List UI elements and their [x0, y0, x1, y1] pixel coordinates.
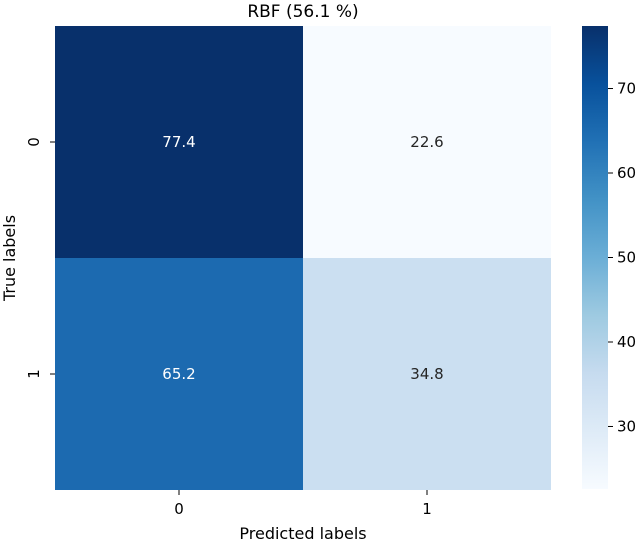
- colorbar-ticks: 30 40 50 60 70: [608, 80, 636, 435]
- heatmap-cell-1-0: [55, 258, 303, 490]
- heatmap-cells: [55, 26, 551, 490]
- heatmap-cell-labels: 77.4 22.6 65.2 34.8: [162, 133, 443, 383]
- x-tick-label: 1: [422, 500, 432, 518]
- cell-value-label: 65.2: [162, 365, 195, 383]
- y-axis-label: True labels: [0, 215, 19, 302]
- heatmap-cell-0-0: [55, 26, 303, 258]
- y-tick-label: 1: [25, 369, 43, 379]
- heatmap-cell-1-1: [303, 258, 551, 490]
- cell-value-label: 22.6: [410, 133, 443, 151]
- heatmap-cell-0-1: [303, 26, 551, 258]
- cell-value-label: 77.4: [162, 133, 195, 151]
- y-tick-label: 0: [25, 137, 43, 147]
- chart-title: RBF (56.1 %): [247, 2, 358, 22]
- x-tick-label: 0: [174, 500, 184, 518]
- colorbar-tick-label: 30: [617, 417, 636, 435]
- colorbar: [582, 26, 608, 489]
- colorbar-tick-label: 70: [617, 80, 636, 98]
- y-axis: 01: [25, 137, 55, 379]
- colorbar-tick-label: 50: [617, 249, 636, 267]
- colorbar-tick-label: 40: [617, 333, 636, 351]
- cell-value-label: 34.8: [410, 365, 443, 383]
- x-axis-label: Predicted labels: [239, 524, 366, 541]
- colorbar-tick-label: 60: [617, 164, 636, 182]
